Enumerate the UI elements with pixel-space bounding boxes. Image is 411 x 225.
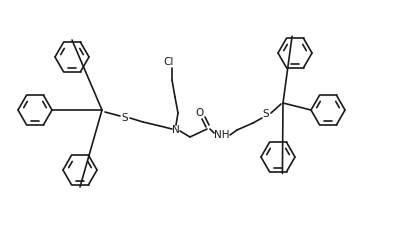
Text: O: O [195,108,203,118]
Text: S: S [263,109,269,119]
Text: NH: NH [214,130,230,140]
Text: N: N [172,125,180,135]
Text: Cl: Cl [164,57,174,67]
Text: S: S [122,113,128,123]
